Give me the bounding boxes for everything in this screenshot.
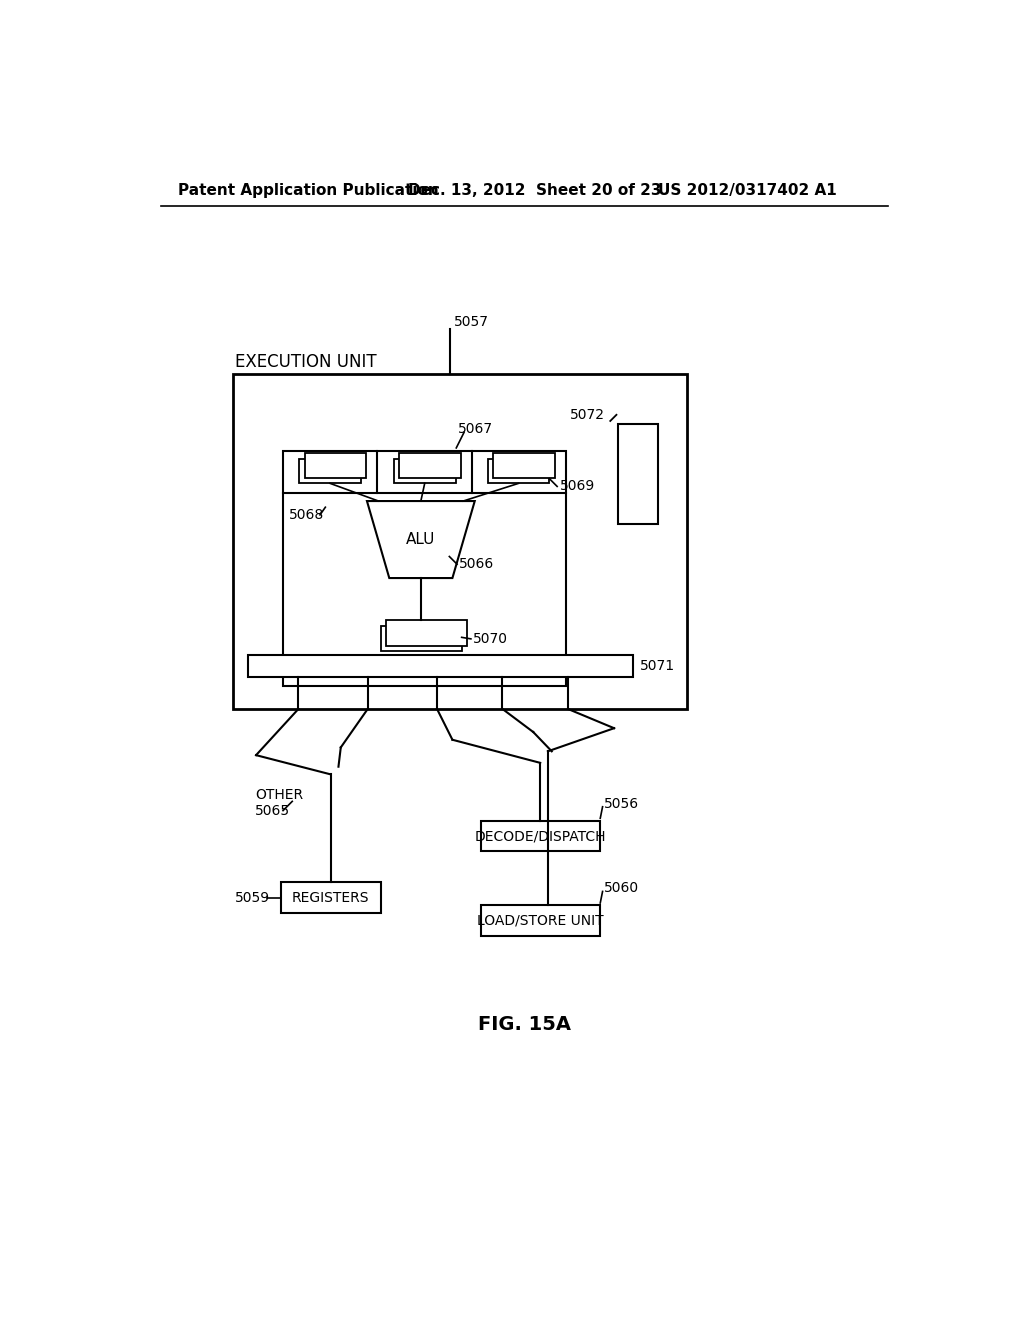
- Bar: [304, 453, 367, 478]
- Text: LOAD/STORE UNIT: LOAD/STORE UNIT: [477, 913, 603, 928]
- Bar: [386, 620, 467, 645]
- Text: US 2012/0317402 A1: US 2012/0317402 A1: [658, 183, 837, 198]
- Bar: [283, 451, 566, 686]
- Text: 5056: 5056: [604, 797, 639, 810]
- Bar: [233, 374, 687, 709]
- Polygon shape: [367, 502, 475, 578]
- Text: 5065: 5065: [255, 804, 291, 817]
- Bar: [487, 459, 550, 483]
- Bar: [481, 821, 600, 851]
- Bar: [299, 459, 360, 483]
- Text: OTHER: OTHER: [255, 788, 303, 803]
- Bar: [381, 626, 462, 651]
- Text: 5068: 5068: [289, 508, 325, 521]
- Bar: [617, 424, 658, 524]
- Text: Dec. 13, 2012  Sheet 20 of 23: Dec. 13, 2012 Sheet 20 of 23: [408, 183, 662, 198]
- Text: 5069: 5069: [560, 479, 596, 494]
- Text: EXECUTION UNIT: EXECUTION UNIT: [234, 352, 376, 371]
- Text: REGISTERS: REGISTERS: [292, 891, 370, 904]
- Bar: [399, 453, 461, 478]
- Text: DECODE/DISPATCH: DECODE/DISPATCH: [474, 829, 606, 843]
- Text: Patent Application Publication: Patent Application Publication: [178, 183, 439, 198]
- Text: ALU: ALU: [407, 532, 435, 546]
- Text: 5060: 5060: [604, 882, 639, 895]
- Bar: [394, 459, 456, 483]
- Bar: [249, 655, 634, 677]
- Text: 5071: 5071: [640, 659, 675, 673]
- Text: FIG. 15A: FIG. 15A: [478, 1015, 571, 1034]
- Text: 5072: 5072: [570, 408, 605, 422]
- Text: 5067: 5067: [458, 422, 493, 437]
- Bar: [281, 882, 381, 913]
- Text: 5057: 5057: [454, 314, 489, 329]
- Text: 5070: 5070: [472, 632, 508, 645]
- Text: 5059: 5059: [234, 891, 269, 904]
- Bar: [481, 906, 600, 936]
- Bar: [494, 453, 555, 478]
- Text: 5066: 5066: [459, 557, 494, 572]
